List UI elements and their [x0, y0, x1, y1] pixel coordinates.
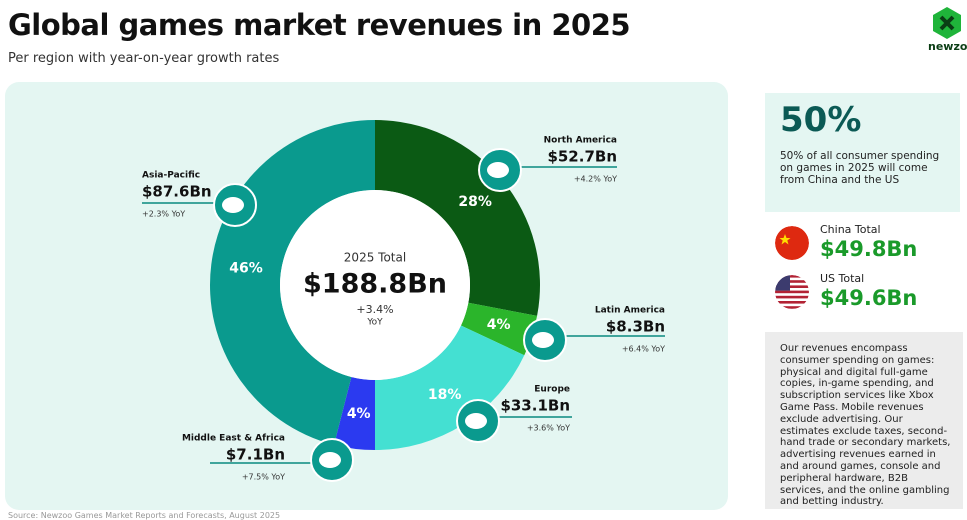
percent-label: 46% — [229, 261, 263, 277]
donut-segment — [375, 120, 540, 316]
center-total: $188.8Bn — [303, 269, 447, 300]
percent-label: 28% — [458, 194, 492, 210]
donut-segment — [375, 325, 525, 450]
region-name: North America — [544, 136, 617, 146]
us-label: US Total — [820, 272, 865, 285]
region-revenue: $87.6Bn — [142, 183, 212, 201]
percent-label: 18% — [428, 387, 462, 403]
us-flag — [775, 275, 809, 309]
region-growth: +7.5% YoY — [242, 473, 285, 482]
region-shape — [222, 197, 244, 213]
region-name: Europe — [534, 385, 570, 395]
region-growth: +6.4% YoY — [622, 345, 665, 354]
headline-text: 50% of all consumer spending on games in… — [780, 150, 940, 186]
title: Global games market revenues in 2025 — [8, 8, 631, 42]
brand: newzoo — [928, 40, 967, 53]
region-growth: +3.6% YoY — [527, 424, 570, 433]
region-revenue: $33.1Bn — [500, 397, 570, 415]
percent-label: 4% — [487, 317, 511, 333]
center-growth-unit: YoY — [366, 318, 383, 328]
region-name: Middle East & Africa — [182, 434, 285, 444]
region-shape — [487, 162, 509, 178]
region-shape — [465, 413, 487, 429]
region-shape — [319, 452, 341, 468]
us-value: $49.6Bn — [820, 286, 918, 310]
headline: 50% — [780, 100, 862, 140]
note-box — [765, 332, 963, 509]
region-shape — [532, 332, 554, 348]
donut-segment — [460, 302, 538, 356]
center-label: 2025 Total — [344, 251, 406, 265]
donut-hole — [280, 190, 470, 380]
note: Our revenues encompass consumer spending… — [780, 343, 951, 508]
subtitle: Per region with year-on-year growth rate… — [8, 51, 280, 66]
donut-segment — [333, 377, 375, 450]
region-growth: +4.2% YoY — [574, 175, 617, 184]
region-revenue: $7.1Bn — [226, 446, 285, 464]
center-growth: +3.4% — [356, 303, 393, 316]
region-growth: +2.3% YoY — [142, 210, 185, 219]
stat-box — [765, 93, 960, 212]
percent-label: 4% — [347, 406, 371, 422]
region-revenue: $52.7Bn — [547, 148, 617, 166]
chart: 28% 4% 18% 4% 46% 2025 Total $188.8Bn +3.4% YoY N… — [142, 120, 665, 482]
china-flag — [775, 226, 809, 260]
source: Source: Newzoo Games Market Reports and … — [8, 511, 281, 520]
region-name: Asia-Pacific — [142, 171, 200, 181]
china-value: $49.8Bn — [820, 237, 918, 261]
china-label: China Total — [820, 223, 881, 236]
region-name: Latin America — [595, 306, 665, 316]
logo — [933, 7, 961, 39]
region-revenue: $8.3Bn — [606, 318, 665, 336]
